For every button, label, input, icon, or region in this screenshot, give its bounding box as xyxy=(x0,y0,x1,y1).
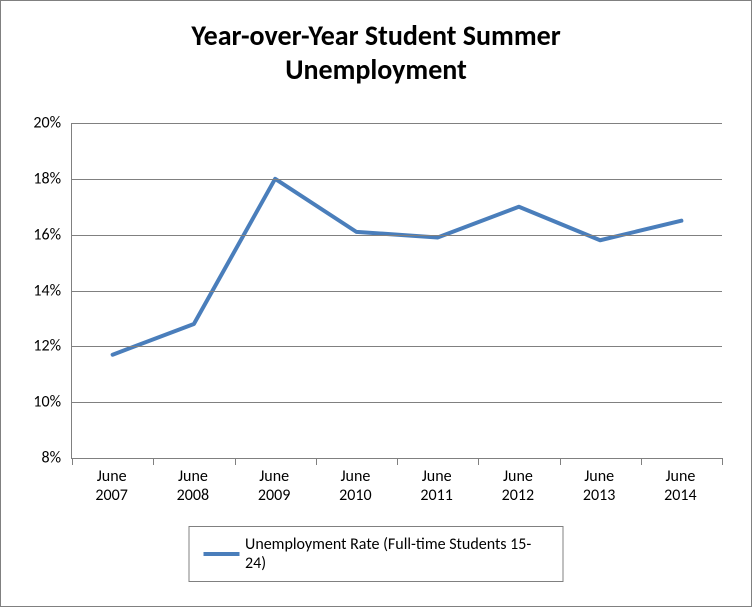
legend-line-swatch xyxy=(204,552,240,556)
y-tick-label: 12% xyxy=(11,337,61,356)
y-gridline xyxy=(72,179,722,180)
y-gridline xyxy=(72,123,722,124)
plot-area xyxy=(71,123,722,459)
x-tick-divider xyxy=(641,458,642,465)
y-tick-label: 10% xyxy=(11,393,61,412)
y-tick-label: 16% xyxy=(11,225,61,244)
x-tick-label: June 2008 xyxy=(152,467,233,505)
x-tick-divider xyxy=(316,458,317,465)
x-tick-divider xyxy=(397,458,398,465)
x-tick-label: June 2014 xyxy=(640,467,721,505)
x-tick-divider xyxy=(722,458,723,465)
chart-container: Year-over-Year Student Summer Unemployme… xyxy=(0,0,752,607)
legend-label: Unemployment Rate (Full-time Students 15… xyxy=(245,535,548,573)
x-tick-label: June 2013 xyxy=(559,467,640,505)
x-tick-label: June 2009 xyxy=(234,467,315,505)
x-tick-divider xyxy=(235,458,236,465)
x-tick-divider xyxy=(478,458,479,465)
x-tick-label: June 2010 xyxy=(315,467,396,505)
y-tick-label: 14% xyxy=(11,281,61,300)
y-gridline xyxy=(72,346,722,347)
y-gridline xyxy=(72,402,722,403)
x-tick-divider xyxy=(153,458,154,465)
x-tick-divider xyxy=(560,458,561,465)
x-tick-divider xyxy=(72,458,73,465)
y-tick-label: 18% xyxy=(11,169,61,188)
unemployment-series-line xyxy=(113,179,682,355)
chart-title: Year-over-Year Student Summer Unemployme… xyxy=(1,19,751,86)
x-tick-label: June 2012 xyxy=(477,467,558,505)
y-gridline xyxy=(72,291,722,292)
y-tick-label: 20% xyxy=(11,114,61,133)
y-gridline xyxy=(72,235,722,236)
x-tick-label: June 2007 xyxy=(71,467,152,505)
y-tick-label: 8% xyxy=(11,449,61,468)
x-tick-label: June 2011 xyxy=(396,467,477,505)
legend: Unemployment Rate (Full-time Students 15… xyxy=(189,526,564,582)
